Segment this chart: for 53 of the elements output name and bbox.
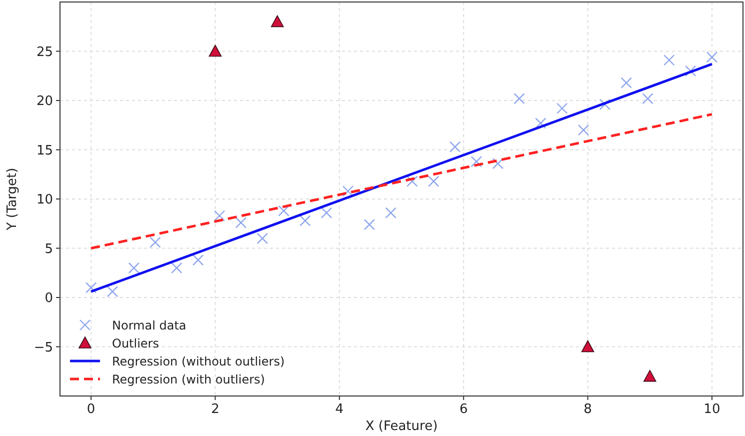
point <box>556 102 568 114</box>
point <box>171 262 182 274</box>
point <box>208 44 222 57</box>
point <box>514 92 525 104</box>
point <box>214 210 226 222</box>
point <box>256 232 268 244</box>
point <box>128 262 140 274</box>
point <box>428 176 440 187</box>
point <box>406 176 418 187</box>
point <box>364 219 375 230</box>
point <box>300 215 311 226</box>
point <box>106 286 118 298</box>
point <box>706 52 718 63</box>
point <box>535 118 546 129</box>
point <box>235 217 247 228</box>
point <box>599 98 611 110</box>
point <box>150 236 161 248</box>
point <box>449 141 461 152</box>
y-tick-label: 10 <box>36 192 53 208</box>
point <box>642 92 654 104</box>
x-tick-label: 8 <box>584 402 592 417</box>
legend-label: Outliers <box>112 336 159 350</box>
y-axis-title: Y (Target) <box>5 168 20 232</box>
point <box>492 158 504 170</box>
x-tick-label: 6 <box>459 402 468 417</box>
x-tick-label: 0 <box>86 402 96 417</box>
point <box>620 77 632 88</box>
point <box>342 186 354 197</box>
legend-label: Regression (with outliers) <box>112 372 265 386</box>
legend-label: Normal data <box>112 318 186 332</box>
point <box>270 15 284 28</box>
point <box>278 205 290 216</box>
point <box>578 124 590 136</box>
point <box>385 207 396 218</box>
y-tick-label: 25 <box>36 44 53 60</box>
point <box>581 340 594 352</box>
point <box>664 54 675 66</box>
x-tick-label: 2 <box>211 402 220 417</box>
y-tick-label: 20 <box>36 94 53 109</box>
y-tick-label: 15 <box>36 143 53 158</box>
point <box>470 156 482 168</box>
x-axis-title: X (Feature) <box>365 419 438 434</box>
point <box>85 282 97 294</box>
x-tick-label: 4 <box>335 402 344 417</box>
x-tick-label: 10 <box>704 402 720 417</box>
point <box>320 207 332 218</box>
legend-label: Regression (without outliers) <box>112 354 285 368</box>
point <box>684 65 696 77</box>
y-tick-label: 0 <box>44 291 53 306</box>
point <box>643 370 656 382</box>
y-tick-label: −5 <box>34 340 53 356</box>
point <box>192 254 204 266</box>
y-tick-label: 5 <box>44 242 53 257</box>
